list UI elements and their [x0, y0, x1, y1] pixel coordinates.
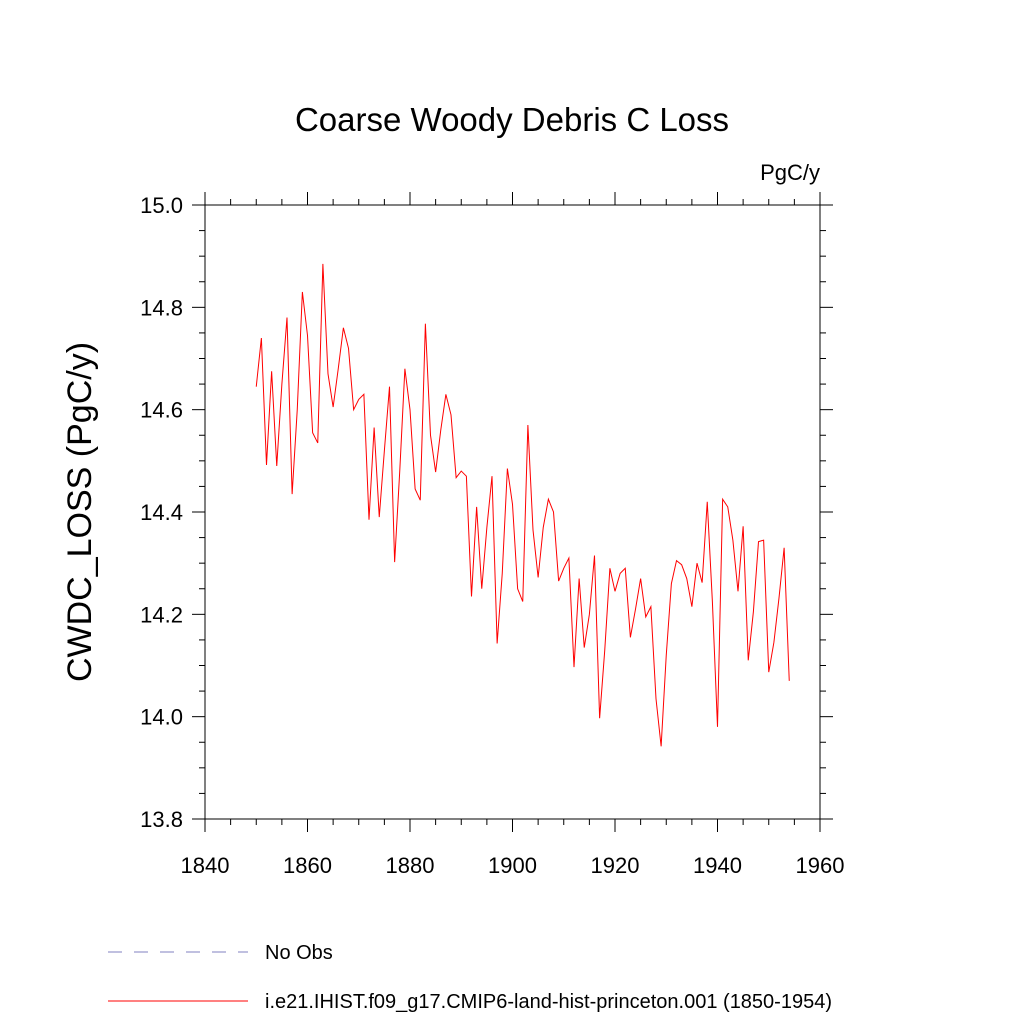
- x-tick-label: 1900: [488, 853, 537, 878]
- x-tick-label: 1840: [181, 853, 230, 878]
- y-axis-label: CWDC_LOSS (PgC/y): [61, 342, 99, 682]
- x-tick-label: 1880: [386, 853, 435, 878]
- y-tick-label: 14.4: [140, 500, 183, 525]
- chart-title: Coarse Woody Debris C Loss: [295, 101, 729, 138]
- x-tick-label: 1920: [591, 853, 640, 878]
- legend: No Obs i.e21.IHIST.f09_g17.CMIP6-land-hi…: [108, 942, 832, 1013]
- legend-label-no-obs: No Obs: [265, 942, 333, 964]
- y-tick-label: 14.2: [140, 602, 183, 627]
- x-tick-label: 1960: [796, 853, 845, 878]
- y-tick-label: 15.0: [140, 193, 183, 218]
- y-tick-label: 14.6: [140, 398, 183, 423]
- axis-ticks: 1840 1860 1880 1900 1920 1940 1960 13.8 14.0 14.2…: [140, 192, 844, 878]
- x-tick-label: 1940: [693, 853, 742, 878]
- x-tick-label: 1860: [283, 853, 332, 878]
- y-tick-label: 13.8: [140, 807, 183, 832]
- series-lines: [255, 263, 790, 747]
- y-tick-label: 14.0: [140, 705, 183, 730]
- y-tick-label: 14.8: [140, 295, 183, 320]
- legend-label-model-run: i.e21.IHIST.f09_g17.CMIP6-land-hist-prin…: [265, 991, 832, 1013]
- series-line: [255, 263, 790, 747]
- units-label: PgC/y: [760, 160, 820, 185]
